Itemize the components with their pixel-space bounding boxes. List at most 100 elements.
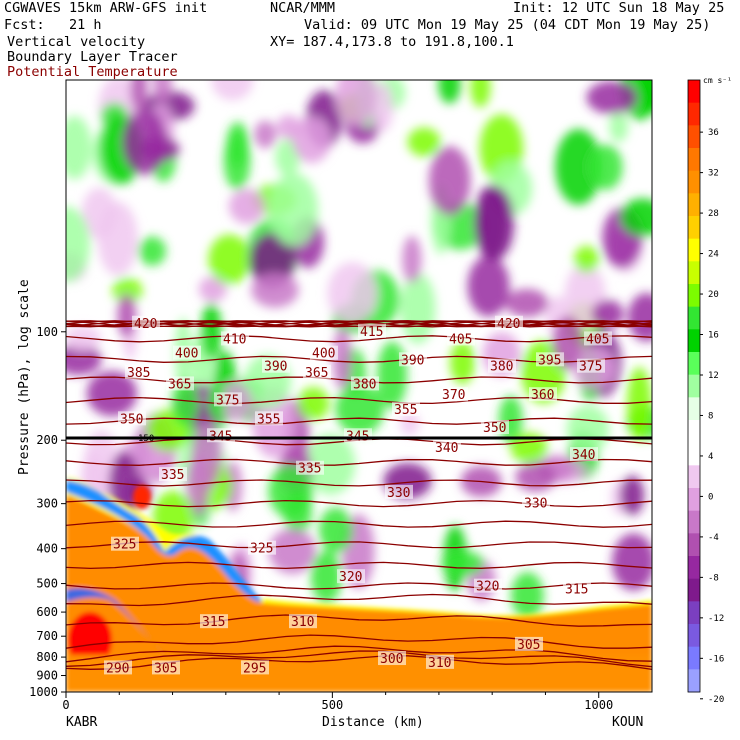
- pbl-red-core: [68, 612, 112, 668]
- theta-contour-label: 335: [298, 462, 321, 477]
- colorbar-swatch: [688, 624, 700, 648]
- theta-contour-label: 325: [113, 538, 136, 553]
- vv-blob: [268, 528, 316, 574]
- colorbar-swatch: [688, 80, 700, 104]
- vv-blob: [251, 272, 299, 308]
- colorbar: 36 32 28 24 20 16 12 8 4 0 -4 -8 -12 -16 -20: [687, 79, 724, 705]
- y-axis: 100 200 300 400 500 600 700 800 900 1000: [29, 325, 66, 699]
- theta-label-bg: [310, 345, 338, 360]
- theta-contour-label: 420: [497, 317, 520, 332]
- theta-contour-label: 375: [216, 393, 239, 408]
- theta-contour-line: [66, 541, 652, 549]
- field-vertical-velocity: Vertical velocity: [7, 34, 146, 50]
- theta-contour-label: 355: [394, 403, 417, 418]
- theta-label-bg: [303, 364, 331, 379]
- theta-contour-label: 400: [175, 347, 198, 362]
- theta-contour-label: 290: [106, 661, 129, 676]
- colorbar-tick-label: 12: [708, 371, 719, 381]
- vv-blob: [588, 144, 623, 190]
- theta-label-bg: [447, 331, 475, 346]
- theta-label-bg: [577, 358, 605, 373]
- vv-blob: [620, 198, 652, 237]
- colorbar-swatch: [688, 465, 700, 489]
- vv-blob: [566, 405, 610, 454]
- vv-blob: [470, 80, 491, 108]
- colorbar-swatch: [688, 125, 700, 149]
- theta-contour-label: 310: [291, 615, 314, 630]
- vv-blob: [130, 80, 148, 113]
- x-start-station: KABR: [66, 715, 97, 730]
- y-tick-label: 200: [36, 433, 58, 447]
- vv-blob: [139, 137, 180, 162]
- colorbar-tick-label: 28: [708, 209, 719, 219]
- y-tick-label: 1000: [29, 685, 58, 699]
- colorbar-swatch: [688, 329, 700, 353]
- theta-label-bg: [536, 352, 564, 367]
- vv-blob: [305, 433, 356, 495]
- y-tick-label: 500: [36, 577, 58, 591]
- theta-contour-label: 325: [250, 542, 273, 557]
- valid-time: Valid: 09 UTC Mon 19 May 25 (04 CDT Mon …: [304, 17, 711, 33]
- theta-contour-label: 335: [161, 468, 184, 483]
- colorbar-swatch: [688, 646, 700, 670]
- vv-blob: [612, 533, 652, 591]
- vv-blob: [81, 187, 117, 240]
- colorbar-swatch: [688, 216, 700, 240]
- vv-blob: [86, 371, 138, 417]
- vv-blob: [66, 115, 92, 180]
- vv-blob: [152, 80, 172, 103]
- vv-blob: [400, 273, 436, 345]
- theta-contour-line: [66, 582, 652, 590]
- tropopause-label: 150: [138, 434, 154, 444]
- vv-blob: [268, 173, 319, 247]
- theta-label-bg: [495, 315, 523, 330]
- vv-blob: [449, 340, 475, 385]
- colorbar-swatch: [688, 420, 700, 444]
- vv-blob: [335, 383, 385, 435]
- colorbar-swatch: [688, 102, 700, 126]
- theta-contour-line: [66, 417, 652, 425]
- institution: NCAR/MMM: [270, 0, 336, 16]
- theta-contour-label: 315: [565, 583, 588, 598]
- colorbar-tick-label: 8: [708, 411, 713, 421]
- y-axis-label: Pressure (hPa), log scale: [17, 279, 32, 475]
- theta-contour-label: 350: [120, 412, 143, 427]
- theta-contour-label: 390: [264, 360, 287, 375]
- colorbar-tick-label: 24: [708, 250, 719, 260]
- pbl-orange: [66, 495, 652, 692]
- y-tick-label: 700: [36, 629, 58, 643]
- theta-contour-label: 365: [305, 366, 328, 381]
- colorbar-swatch: [688, 284, 700, 308]
- theta-contour-line: [66, 499, 652, 508]
- colorbar-swatch: [688, 442, 700, 466]
- theta-contour-label: 385: [127, 366, 150, 381]
- theta-label-bg: [262, 358, 290, 373]
- theta-contour-label: 340: [572, 448, 595, 463]
- colorbar-swatch: [688, 238, 700, 262]
- vv-blob: [211, 80, 254, 101]
- y-tick-label: 300: [36, 497, 58, 511]
- vv-blob: [438, 80, 461, 104]
- theta-label-bg: [118, 411, 146, 426]
- theta-label-bg: [248, 540, 276, 555]
- vv-blob: [555, 129, 602, 205]
- y-tick-label: 600: [36, 605, 58, 619]
- theta-contour-label: 390: [401, 353, 424, 368]
- x-end-station: KOUN: [612, 715, 643, 730]
- theta-contour-line: [66, 645, 652, 663]
- vv-blob: [112, 277, 143, 304]
- colorbar-tick-label: 32: [708, 169, 719, 179]
- theta-contour-label: 330: [524, 497, 547, 512]
- vv-blob: [407, 127, 441, 157]
- vv-blob: [297, 387, 330, 421]
- vv-blob: [332, 327, 352, 390]
- theta-label-bg: [200, 614, 228, 629]
- theta-contour-line: [66, 335, 652, 343]
- vv-blob: [504, 288, 549, 318]
- vv-blob: [335, 80, 377, 126]
- vv-blob: [510, 432, 548, 464]
- theta-contour-label: 330: [387, 486, 410, 501]
- theta-label-bg: [488, 358, 516, 373]
- theta-contour-label: 395: [538, 353, 561, 368]
